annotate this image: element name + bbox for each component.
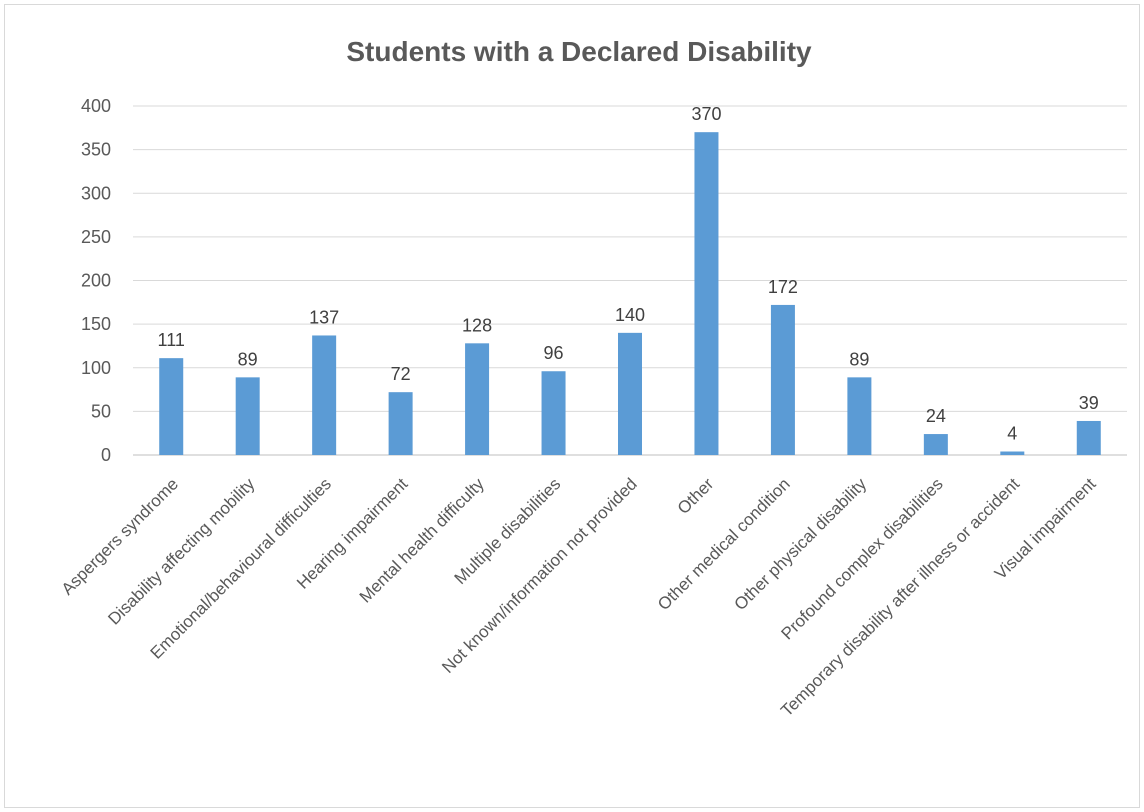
data-label: 370 xyxy=(691,104,721,124)
bar xyxy=(847,377,872,455)
bar xyxy=(923,434,948,455)
bar xyxy=(235,377,260,455)
gridlines xyxy=(133,105,1127,456)
data-label: 137 xyxy=(309,307,339,327)
bar xyxy=(159,358,184,455)
bar xyxy=(465,343,490,455)
data-label: 24 xyxy=(926,406,946,426)
y-tick-label: 400 xyxy=(81,96,111,116)
chart-title: Students with a Declared Disability xyxy=(346,36,812,67)
bar xyxy=(388,392,413,455)
bars xyxy=(159,132,1101,456)
bar xyxy=(618,332,642,455)
bar-chart: Students with a Declared Disability 0 50 1… xyxy=(58,36,1127,720)
x-category-label: Disability affecting mobility xyxy=(104,474,259,629)
y-tick-label: 250 xyxy=(81,227,111,247)
bar xyxy=(1076,420,1101,455)
x-category-label: Other xyxy=(674,474,718,518)
data-label: 128 xyxy=(462,315,492,335)
y-axis-ticks: 0 50 100 150 200 250 300 350 400 xyxy=(81,96,111,465)
y-tick-label: 100 xyxy=(81,358,111,378)
y-tick-label: 150 xyxy=(81,314,111,334)
data-label: 89 xyxy=(849,349,869,369)
y-tick-label: 350 xyxy=(81,140,111,160)
bar xyxy=(1000,451,1025,455)
data-label: 111 xyxy=(158,330,185,350)
x-category-label: Profound complex disabilities xyxy=(778,474,947,643)
data-labels: 111 89 137 72 128 96 140 370 172 89 24 4 39 xyxy=(158,104,1099,443)
bar xyxy=(541,371,566,455)
data-label: 39 xyxy=(1079,393,1099,413)
y-tick-label: 200 xyxy=(81,271,111,291)
bar xyxy=(312,335,337,455)
data-label: 140 xyxy=(615,305,645,325)
x-category-label: Other medical condition xyxy=(654,474,794,614)
y-tick-label: 0 xyxy=(101,445,111,465)
data-label: 172 xyxy=(768,277,798,297)
bar xyxy=(770,304,795,455)
x-category-label: Other physical disability xyxy=(731,474,871,614)
data-label: 4 xyxy=(1007,424,1017,444)
y-tick-label: 50 xyxy=(91,401,111,421)
bar xyxy=(694,132,719,456)
x-category-label: Mental health difficulty xyxy=(356,474,489,607)
chart-area: Students with a Declared Disability 0 50 1… xyxy=(4,4,1140,808)
data-label: 96 xyxy=(544,343,564,363)
data-label: 72 xyxy=(391,364,411,384)
y-tick-label: 300 xyxy=(81,183,111,203)
data-label: 89 xyxy=(238,349,258,369)
